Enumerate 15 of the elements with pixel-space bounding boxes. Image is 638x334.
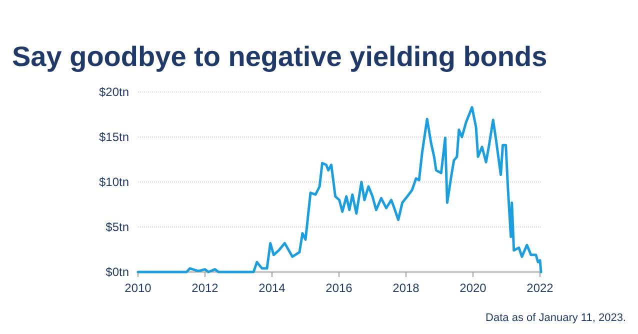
x-tick-label: 2018 xyxy=(392,281,420,295)
x-tick-label: 2022 xyxy=(526,281,554,295)
chart-title: Say goodbye to negative yielding bonds xyxy=(12,41,548,72)
y-tick-label: $10tn xyxy=(98,175,129,189)
y-tick-label: $0tn xyxy=(106,265,129,279)
text: Data as of January 11, 2023. xyxy=(486,312,626,324)
y-tick-label: $15tn xyxy=(98,130,129,144)
x-tick-label: 2016 xyxy=(326,281,353,295)
x-tick-label: 2012 xyxy=(192,281,219,295)
x-tick-label: 2010 xyxy=(124,281,152,295)
y-tick-label: $20tn xyxy=(98,85,129,99)
y-tick-label: $5tn xyxy=(106,220,129,234)
x-tick-label: 2014 xyxy=(258,281,286,295)
line-series xyxy=(136,106,542,274)
x-tick-label: 2020 xyxy=(460,281,487,295)
